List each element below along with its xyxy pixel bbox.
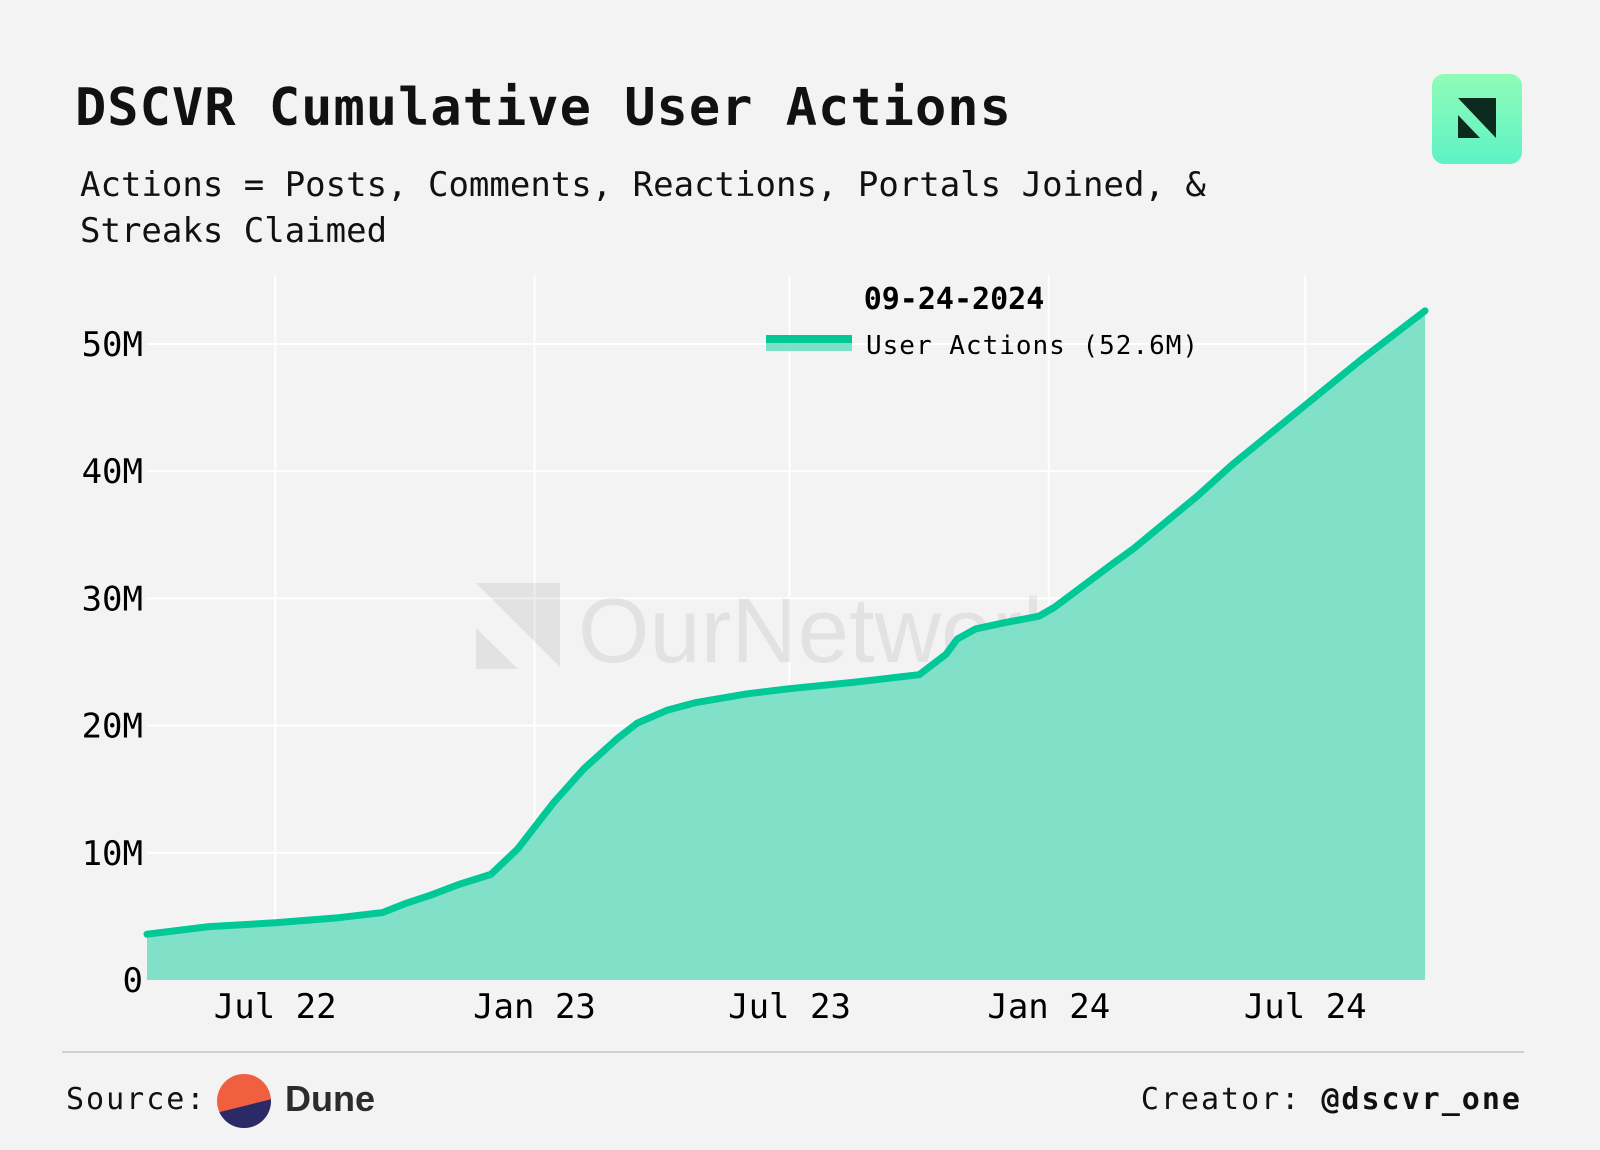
y-tick-label: 10M	[82, 834, 143, 874]
y-tick-label: 40M	[82, 452, 143, 492]
legend-entry-user-actions[interactable]: User Actions (52.6M)	[866, 331, 1199, 361]
dune-logo-icon	[217, 1074, 271, 1128]
x-tick-label: Jan 24	[987, 987, 1110, 1027]
legend-line-swatch	[766, 335, 852, 343]
creator-credit: Creator: @dscvr_one	[1141, 1082, 1522, 1117]
legend-fill-swatch	[766, 343, 852, 351]
y-tick-label: 0	[123, 961, 143, 1001]
y-tick-label: 30M	[82, 579, 143, 619]
chart-title: DSCVR Cumulative User Actions	[75, 78, 1012, 138]
x-tick-label: Jul 24	[1244, 987, 1367, 1027]
x-tick-label: Jul 22	[214, 987, 337, 1027]
creator-label: Creator:	[1140, 1082, 1302, 1117]
creator-handle-link[interactable]: @dscvr_one	[1321, 1082, 1522, 1117]
legend-title: 09-24-2024	[864, 282, 1045, 317]
y-tick-label: 50M	[82, 325, 143, 365]
ournetwork-logo-icon	[1432, 74, 1522, 164]
legend: 09-24-2024 User Actions (52.6M)	[766, 282, 1199, 361]
x-tick-label: Jul 23	[728, 987, 851, 1027]
user-actions-area	[147, 310, 1425, 980]
chart-subtitle: Actions = Posts, Comments, Reactions, Po…	[80, 165, 1206, 251]
x-tick-label: Jan 23	[473, 987, 596, 1027]
y-tick-label: 20M	[82, 707, 143, 747]
dune-source-link[interactable]: Dune	[285, 1078, 375, 1119]
footer-divider	[62, 1051, 1524, 1053]
user-actions-line[interactable]	[143, 307, 1429, 938]
source-label: Source:	[66, 1082, 207, 1117]
